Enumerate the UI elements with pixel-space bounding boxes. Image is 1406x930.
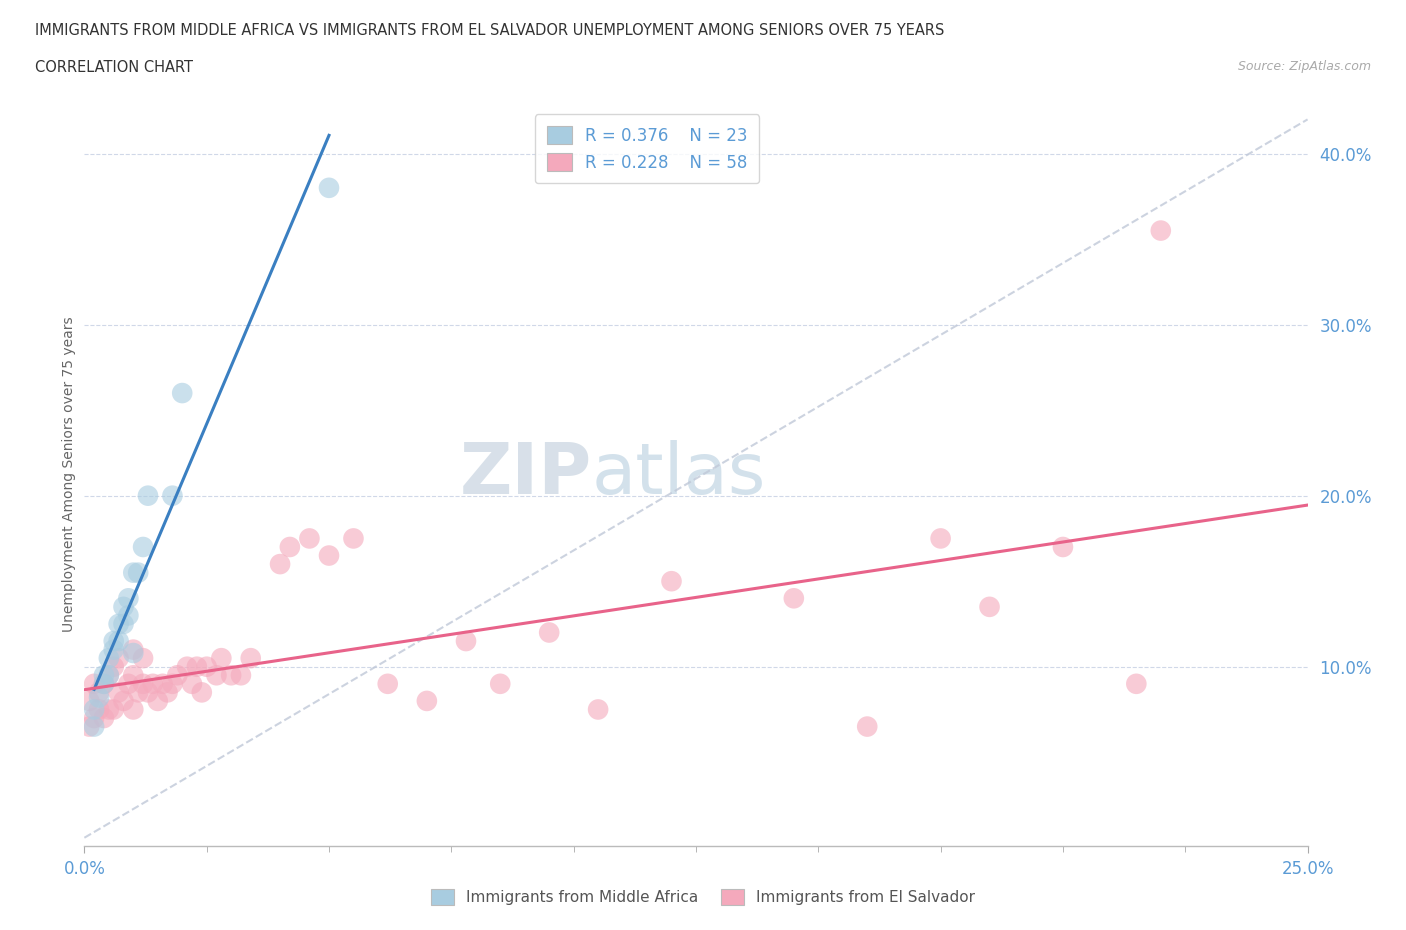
- Point: [127, 684, 149, 699]
- Point: [239, 651, 262, 666]
- Point: [132, 651, 155, 666]
- Point: [97, 702, 120, 717]
- Y-axis label: Unemployment Among Seniors over 75 years: Unemployment Among Seniors over 75 years: [62, 316, 76, 632]
- Point: [93, 676, 115, 691]
- Point: [152, 676, 174, 691]
- Point: [489, 676, 512, 691]
- Point: [162, 676, 184, 691]
- Point: [298, 531, 321, 546]
- Point: [269, 557, 291, 572]
- Point: [146, 694, 169, 709]
- Text: Source: ZipAtlas.com: Source: ZipAtlas.com: [1237, 60, 1371, 73]
- Point: [107, 617, 129, 631]
- Point: [83, 676, 105, 691]
- Point: [83, 711, 105, 725]
- Point: [103, 643, 125, 658]
- Point: [586, 702, 609, 717]
- Legend: R = 0.376    N = 23, R = 0.228    N = 58: R = 0.376 N = 23, R = 0.228 N = 58: [534, 114, 759, 183]
- Point: [107, 633, 129, 648]
- Point: [122, 702, 145, 717]
- Point: [93, 711, 115, 725]
- Point: [122, 643, 145, 658]
- Point: [661, 574, 683, 589]
- Point: [1150, 223, 1173, 238]
- Point: [1052, 539, 1074, 554]
- Point: [97, 668, 120, 683]
- Point: [107, 651, 129, 666]
- Point: [117, 591, 139, 605]
- Point: [979, 600, 1001, 615]
- Text: IMMIGRANTS FROM MIDDLE AFRICA VS IMMIGRANTS FROM EL SALVADOR UNEMPLOYMENT AMONG : IMMIGRANTS FROM MIDDLE AFRICA VS IMMIGRA…: [35, 23, 945, 38]
- Point: [136, 488, 159, 503]
- Point: [122, 668, 145, 683]
- Point: [83, 719, 105, 734]
- Point: [156, 684, 179, 699]
- Point: [454, 633, 477, 648]
- Point: [219, 668, 242, 683]
- Point: [318, 180, 340, 195]
- Point: [181, 676, 204, 691]
- Point: [278, 539, 301, 554]
- Point: [93, 676, 115, 691]
- Legend: Immigrants from Middle Africa, Immigrants from El Salvador: Immigrants from Middle Africa, Immigrant…: [423, 882, 983, 913]
- Point: [166, 668, 188, 683]
- Point: [162, 488, 184, 503]
- Point: [783, 591, 806, 605]
- Point: [136, 684, 159, 699]
- Point: [112, 600, 135, 615]
- Point: [107, 684, 129, 699]
- Point: [229, 668, 252, 683]
- Point: [83, 702, 105, 717]
- Point: [205, 668, 228, 683]
- Point: [87, 690, 110, 705]
- Point: [142, 676, 165, 691]
- Point: [929, 531, 952, 546]
- Point: [176, 659, 198, 674]
- Point: [103, 702, 125, 717]
- Text: atlas: atlas: [592, 440, 766, 509]
- Point: [1125, 676, 1147, 691]
- Point: [195, 659, 218, 674]
- Point: [172, 386, 194, 401]
- Point: [122, 645, 145, 660]
- Point: [103, 633, 125, 648]
- Text: CORRELATION CHART: CORRELATION CHART: [35, 60, 193, 75]
- Point: [122, 565, 145, 580]
- Point: [856, 719, 879, 734]
- Point: [377, 676, 399, 691]
- Point: [112, 617, 135, 631]
- Point: [186, 659, 208, 674]
- Point: [127, 565, 149, 580]
- Point: [103, 659, 125, 674]
- Point: [416, 694, 439, 709]
- Point: [87, 684, 110, 699]
- Point: [117, 608, 139, 623]
- Point: [318, 548, 340, 563]
- Point: [132, 539, 155, 554]
- Text: ZIP: ZIP: [460, 440, 592, 509]
- Point: [191, 684, 214, 699]
- Point: [97, 668, 120, 683]
- Point: [342, 531, 364, 546]
- Point: [77, 719, 100, 734]
- Point: [117, 676, 139, 691]
- Point: [132, 676, 155, 691]
- Point: [77, 694, 100, 709]
- Point: [538, 625, 561, 640]
- Point: [93, 668, 115, 683]
- Point: [112, 694, 135, 709]
- Point: [209, 651, 232, 666]
- Point: [97, 651, 120, 666]
- Point: [87, 702, 110, 717]
